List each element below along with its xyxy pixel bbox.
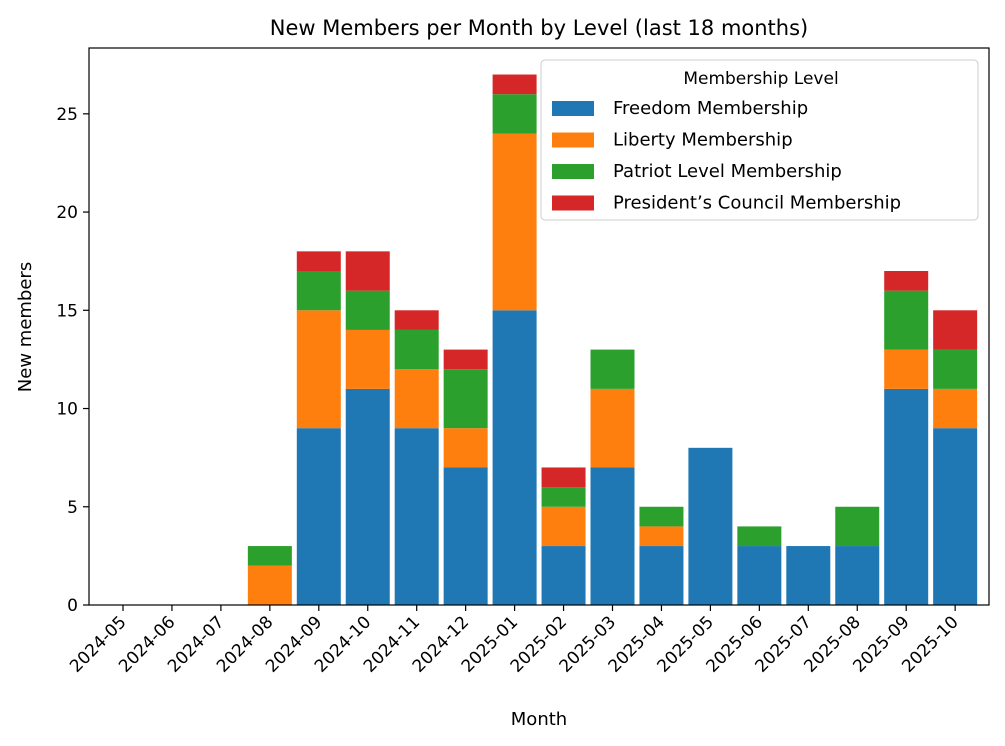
bar-2025-09-series-2 — [884, 290, 929, 350]
bar-2025-04-series-2 — [639, 506, 684, 527]
legend-swatch — [552, 101, 594, 116]
legend-entry-label: President’s Council Membership — [613, 193, 901, 214]
bar-2024-12-series-1 — [443, 428, 488, 468]
bar-2025-03-series-1 — [590, 388, 635, 468]
bar-2025-10-series-0 — [933, 428, 978, 605]
bar-2025-01-series-3 — [492, 74, 537, 95]
bar-2025-08-series-0 — [835, 546, 880, 605]
bar-2024-11-series-0 — [394, 428, 439, 605]
bar-2025-03-series-2 — [590, 349, 635, 389]
bar-2025-09-series-3 — [884, 270, 929, 291]
legend-title: Membership Level — [683, 69, 838, 89]
y-tick-label: 20 — [56, 203, 78, 223]
legend-swatch — [552, 132, 594, 148]
bar-2024-08-series-2 — [247, 546, 292, 566]
bar-2024-10-series-2 — [345, 290, 390, 330]
bar-2025-10-series-2 — [933, 349, 978, 389]
bar-2025-01-series-2 — [492, 94, 537, 134]
legend-swatch — [552, 195, 594, 211]
bar-2024-12-series-3 — [443, 349, 488, 370]
bar-2025-04-series-0 — [639, 546, 684, 605]
bar-2024-11-series-1 — [394, 369, 439, 429]
bar-2025-02-series-0 — [541, 546, 586, 605]
bar-2025-02-series-2 — [541, 487, 586, 507]
bar-2025-09-series-1 — [884, 349, 929, 389]
bar-2024-09-series-0 — [296, 428, 341, 605]
legend: Membership Level Freedom Membership Liber… — [540, 59, 979, 221]
bar-2024-10-series-0 — [345, 388, 390, 605]
bar-2025-10-series-1 — [933, 388, 978, 429]
bar-2025-10-series-3 — [933, 310, 978, 350]
legend-swatch — [552, 164, 594, 179]
y-tick-label: 0 — [67, 596, 78, 616]
x-axis-label: Month — [511, 709, 567, 730]
bar-2025-06-series-0 — [737, 546, 782, 605]
bar-2025-02-series-1 — [541, 506, 586, 547]
y-tick-label: 15 — [56, 301, 78, 321]
bar-2025-07-series-0 — [786, 546, 831, 605]
bar-2025-01-series-1 — [492, 133, 537, 311]
bar-2025-06-series-2 — [737, 526, 782, 547]
legend-entry-label: Freedom Membership — [613, 98, 808, 119]
y-tick-label: 25 — [56, 105, 78, 125]
y-axis-label: New members — [15, 262, 36, 392]
bar-2024-11-series-3 — [394, 310, 439, 330]
chart-title: New Members per Month by Level (last 18 … — [270, 16, 809, 40]
legend-entry-label: Patriot Level Membership — [613, 161, 842, 182]
y-axis: 0 5 10 15 20 25 — [56, 105, 89, 616]
plot-frame — [88, 47, 990, 606]
bar-2025-03-series-0 — [590, 467, 635, 605]
bar-2024-10-series-3 — [345, 251, 390, 291]
y-tick-label: 10 — [56, 400, 78, 420]
bar-2024-11-series-2 — [394, 329, 439, 370]
bar-2025-04-series-1 — [639, 526, 684, 547]
bar-2024-09-series-2 — [296, 270, 341, 311]
y-tick-label: 5 — [67, 498, 78, 518]
bar-2024-12-series-0 — [443, 467, 488, 605]
bars-layer — [247, 74, 978, 605]
bar-2024-12-series-2 — [443, 369, 488, 429]
bar-2024-08-series-1 — [247, 565, 292, 605]
legend-frame — [540, 59, 979, 221]
bar-2025-02-series-3 — [541, 467, 586, 488]
bar-2025-01-series-0 — [492, 310, 537, 605]
bar-2024-10-series-1 — [345, 329, 390, 389]
bar-2025-08-series-2 — [835, 506, 880, 547]
bar-2025-05-series-0 — [688, 447, 733, 605]
x-axis: 2024-052024-062024-072024-082024-092024-… — [66, 605, 963, 677]
bar-2024-09-series-1 — [296, 310, 341, 429]
bar-2024-09-series-3 — [296, 251, 341, 271]
legend-entry-label: Liberty Membership — [613, 130, 793, 151]
bar-2025-09-series-0 — [884, 388, 929, 605]
